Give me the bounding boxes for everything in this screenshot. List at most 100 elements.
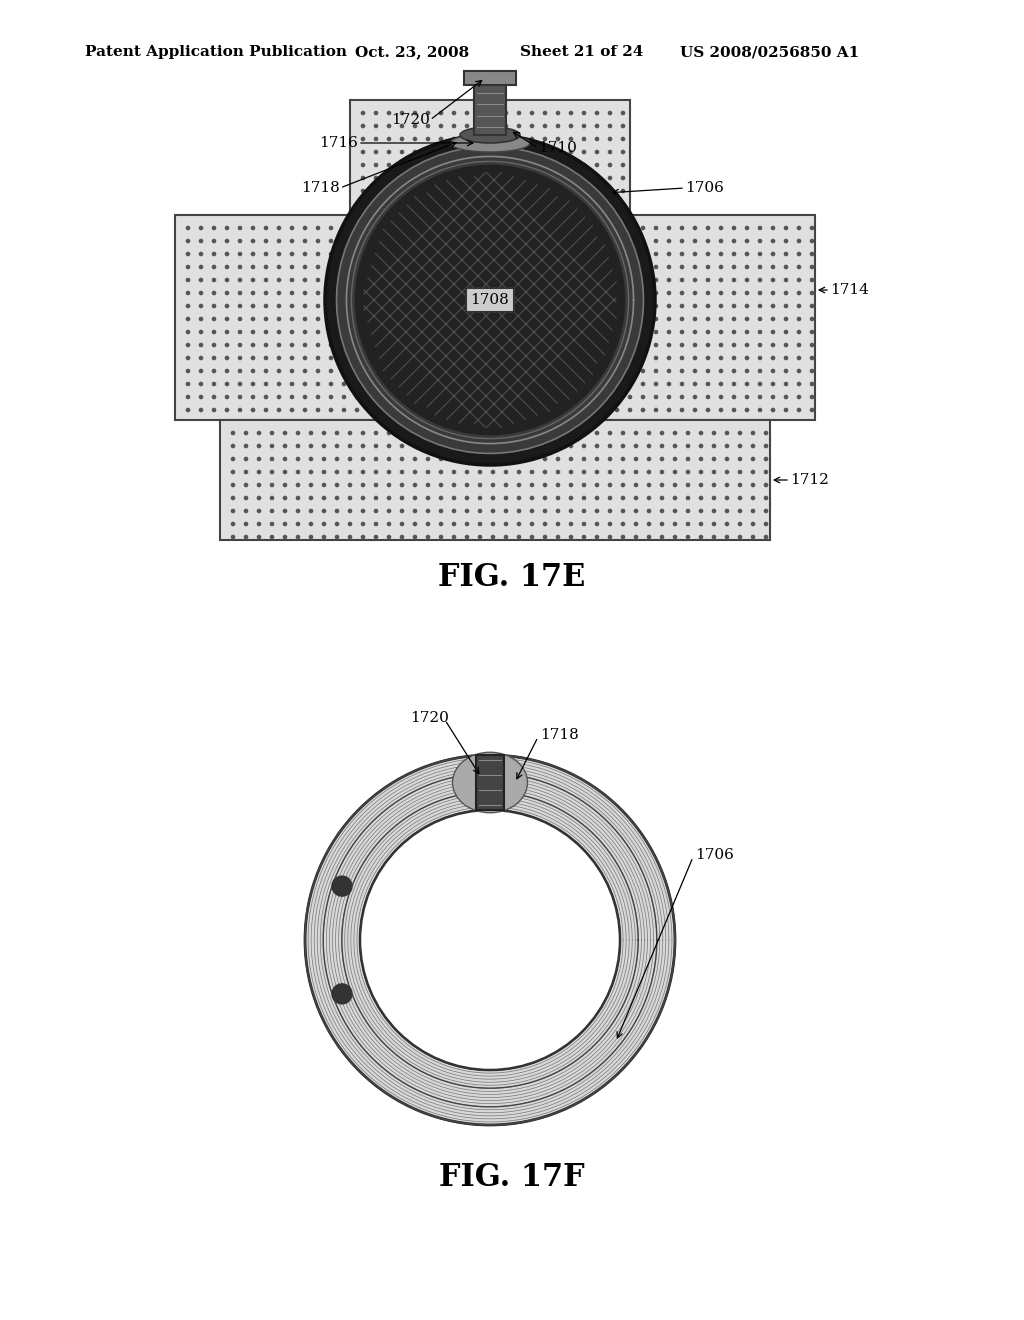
Circle shape [556, 510, 559, 512]
Circle shape [284, 536, 287, 539]
Circle shape [200, 252, 203, 256]
Circle shape [361, 124, 365, 128]
Circle shape [674, 445, 677, 447]
Circle shape [309, 445, 312, 447]
Circle shape [394, 305, 397, 308]
Circle shape [771, 239, 774, 243]
Circle shape [375, 189, 378, 193]
Circle shape [453, 164, 456, 166]
Circle shape [342, 292, 346, 294]
Circle shape [595, 150, 599, 153]
Circle shape [485, 408, 488, 412]
Circle shape [569, 523, 572, 525]
Circle shape [759, 279, 762, 281]
Circle shape [355, 396, 358, 399]
Circle shape [674, 496, 677, 499]
Circle shape [264, 265, 267, 268]
Circle shape [316, 265, 319, 268]
Circle shape [569, 496, 572, 499]
Circle shape [231, 458, 234, 461]
Circle shape [231, 483, 234, 487]
Circle shape [524, 343, 527, 347]
Circle shape [485, 292, 488, 294]
Circle shape [810, 305, 814, 308]
Circle shape [453, 523, 456, 525]
Circle shape [252, 330, 255, 334]
Circle shape [629, 279, 632, 281]
Text: FIG. 17F: FIG. 17F [439, 1163, 585, 1193]
Circle shape [524, 227, 527, 230]
Circle shape [759, 396, 762, 399]
Circle shape [355, 279, 358, 281]
Circle shape [342, 239, 346, 243]
Circle shape [225, 227, 228, 230]
Circle shape [186, 343, 189, 347]
Circle shape [499, 227, 502, 230]
Circle shape [732, 305, 735, 308]
Circle shape [530, 150, 534, 153]
Circle shape [257, 496, 260, 499]
Circle shape [647, 510, 650, 512]
Circle shape [764, 510, 768, 512]
Circle shape [200, 265, 203, 268]
Circle shape [460, 239, 463, 243]
Circle shape [699, 496, 702, 499]
Circle shape [239, 252, 242, 256]
Circle shape [284, 432, 287, 434]
Circle shape [465, 137, 469, 141]
Circle shape [505, 189, 508, 193]
Circle shape [784, 305, 787, 308]
Circle shape [284, 483, 287, 487]
Circle shape [355, 343, 358, 347]
Circle shape [551, 252, 554, 256]
Circle shape [738, 470, 741, 474]
Circle shape [693, 227, 696, 230]
Circle shape [686, 432, 689, 434]
FancyBboxPatch shape [220, 420, 770, 540]
Circle shape [446, 292, 450, 294]
Circle shape [784, 252, 787, 256]
Circle shape [264, 252, 267, 256]
Circle shape [511, 396, 515, 399]
Circle shape [602, 279, 605, 281]
Circle shape [615, 317, 618, 321]
Circle shape [375, 536, 378, 539]
Circle shape [530, 470, 534, 474]
Circle shape [544, 445, 547, 447]
Circle shape [505, 458, 508, 461]
Circle shape [590, 239, 593, 243]
Circle shape [387, 458, 390, 461]
Circle shape [771, 265, 774, 268]
Circle shape [408, 317, 411, 321]
Circle shape [278, 408, 281, 412]
Circle shape [590, 396, 593, 399]
Circle shape [615, 396, 618, 399]
Circle shape [622, 510, 625, 512]
Circle shape [563, 227, 566, 230]
Circle shape [252, 239, 255, 243]
Circle shape [323, 536, 326, 539]
Circle shape [478, 445, 481, 447]
Circle shape [738, 445, 741, 447]
Circle shape [745, 305, 749, 308]
Circle shape [654, 396, 657, 399]
Circle shape [200, 408, 203, 412]
Circle shape [309, 523, 312, 525]
Circle shape [505, 177, 508, 180]
Circle shape [569, 177, 572, 180]
Circle shape [375, 496, 378, 499]
Circle shape [492, 470, 495, 474]
Circle shape [615, 252, 618, 256]
Circle shape [551, 279, 554, 281]
Circle shape [725, 536, 729, 539]
Circle shape [433, 370, 436, 372]
Circle shape [647, 445, 650, 447]
Circle shape [478, 150, 481, 153]
Circle shape [680, 279, 684, 281]
Circle shape [680, 252, 684, 256]
Circle shape [517, 202, 520, 206]
Circle shape [239, 330, 242, 334]
Circle shape [361, 432, 365, 434]
Circle shape [590, 227, 593, 230]
Circle shape [284, 523, 287, 525]
